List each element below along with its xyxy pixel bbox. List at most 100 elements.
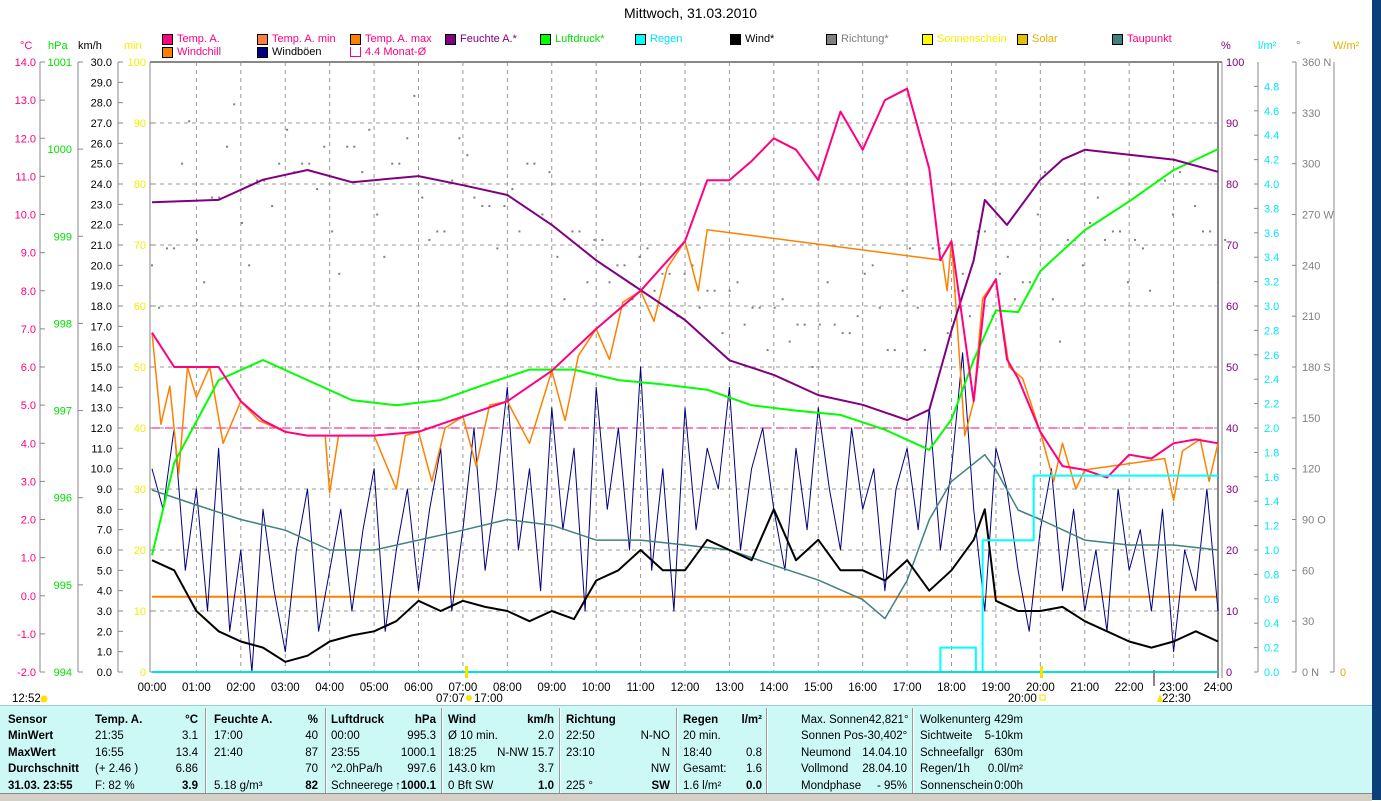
x-tick-label: 18:00 bbox=[937, 682, 966, 694]
stats-label: Vollmond bbox=[801, 763, 849, 776]
direction-point bbox=[218, 196, 221, 199]
legend-label: Sonnenschein bbox=[937, 33, 1007, 45]
humidity-tick-label: 0 bbox=[1226, 667, 1232, 679]
sunset-time: 20:00 bbox=[1008, 693, 1037, 705]
direction-point bbox=[391, 162, 394, 165]
wind-tick-label: 21.0 bbox=[91, 240, 112, 252]
direction-point bbox=[241, 221, 244, 224]
stats-label: 22:50 bbox=[566, 730, 595, 743]
wind-tick-label: 18.0 bbox=[91, 301, 112, 313]
rain-tick-label: 0.8 bbox=[1264, 569, 1279, 581]
direction-point bbox=[811, 366, 814, 368]
stats-label: 0 Bft SW bbox=[448, 779, 494, 792]
moonset-time: 12:52 bbox=[12, 693, 41, 705]
direction-point bbox=[316, 188, 319, 191]
direction-point bbox=[623, 264, 626, 267]
wind-tick-label: 7.0 bbox=[97, 525, 112, 537]
stats-label: Sensor bbox=[8, 714, 47, 726]
direction-point bbox=[331, 230, 334, 233]
stats-label: Regen bbox=[683, 714, 719, 726]
wind-tick-label: 22.0 bbox=[91, 220, 112, 232]
rain-tick-label: 1.2 bbox=[1264, 521, 1279, 533]
direction-point bbox=[736, 281, 739, 284]
direction-point bbox=[353, 145, 356, 148]
direction-point bbox=[256, 179, 259, 182]
direction-point bbox=[976, 230, 979, 233]
chart-title: Mittwoch, 31.03.2010 bbox=[623, 5, 758, 21]
legend-label: Wind* bbox=[745, 33, 775, 45]
wind-tick-label: 11.0 bbox=[91, 443, 112, 455]
stats-row: 1.6 l/m² 0.0 bbox=[683, 778, 762, 794]
legend-swatch-icon bbox=[922, 33, 933, 45]
sunrise2-time: 17:00 bbox=[474, 693, 503, 705]
pressure-tick-label: 996 bbox=[54, 493, 72, 505]
wind-tick-label: 30.0 bbox=[91, 57, 112, 69]
direction-point bbox=[788, 340, 791, 343]
direction-tick-label: 270 W bbox=[1302, 210, 1334, 222]
minutes-tick-label: 10 bbox=[134, 606, 146, 618]
x-tick-label: 23:00 bbox=[1159, 682, 1188, 694]
direction-point bbox=[443, 230, 446, 233]
stats-value: 13.4 bbox=[175, 746, 198, 759]
direction-point bbox=[728, 289, 731, 292]
stats-value: 0.8 bbox=[746, 746, 762, 759]
stats-row: Mondphase - 95% bbox=[801, 778, 907, 794]
rain-tick-label: 1.6 bbox=[1264, 472, 1279, 484]
minutes-tick-label: 70 bbox=[134, 240, 146, 252]
direction-point bbox=[616, 264, 619, 267]
direction-axis-unit: ° bbox=[1296, 40, 1300, 52]
stats-label: Schneefallgr bbox=[920, 746, 984, 759]
x-tick-label: 06:00 bbox=[404, 682, 433, 694]
direction-point bbox=[908, 247, 911, 250]
direction-point bbox=[571, 230, 574, 233]
stats-value: N-NO bbox=[640, 730, 670, 743]
stats-label: Max. Sonnen bbox=[801, 714, 869, 726]
humidity-tick-label: 20 bbox=[1226, 545, 1238, 557]
legend-item: Temp. A. bbox=[162, 33, 220, 45]
direction-point bbox=[361, 171, 364, 174]
stats-label: 18:25 bbox=[448, 746, 477, 759]
direction-point bbox=[226, 145, 229, 148]
direction-point bbox=[556, 255, 559, 258]
wind-tick-label: 28.0 bbox=[91, 98, 112, 110]
direction-point bbox=[766, 349, 769, 352]
direction-point bbox=[1043, 171, 1046, 174]
x-tick-label: 07:00 bbox=[449, 682, 478, 694]
temp-tick-label: 3.0 bbox=[21, 476, 36, 488]
x-tick-label: 17:00 bbox=[893, 682, 922, 694]
wind-tick-label: 25.0 bbox=[91, 159, 112, 171]
direction-tick-label: 180 S bbox=[1302, 362, 1331, 374]
pressure-axis-unit: hPa bbox=[48, 40, 68, 52]
stats-value: N bbox=[661, 746, 670, 759]
stats-label: MaxWert bbox=[8, 746, 56, 759]
wind-tick-label: 24.0 bbox=[91, 179, 112, 191]
direction-point bbox=[286, 128, 289, 131]
temp-tick-label: -2.0 bbox=[17, 667, 36, 679]
stats-row: 143.0 km 3.7 bbox=[448, 761, 554, 777]
direction-point bbox=[1149, 289, 1152, 292]
stats-column: Regen l/m² 20 min. 18:40 0.8 Gesamt: 1.6 1.6 l/… bbox=[683, 712, 762, 794]
direction-point bbox=[428, 238, 431, 241]
minutes-axis-unit: min bbox=[124, 40, 142, 52]
humidity-axis-unit: % bbox=[1221, 40, 1231, 52]
stats-row: Schneerege ↑1000.1 bbox=[331, 778, 436, 794]
direction-point bbox=[668, 272, 671, 275]
x-tick-label: 11:00 bbox=[627, 682, 655, 694]
column-divider bbox=[912, 708, 914, 794]
direction-point bbox=[541, 213, 544, 216]
stats-column: Richtung 22:50 N-NO 23:10 N NW 225 ° SW bbox=[566, 712, 670, 794]
rain-tick-label: 1.4 bbox=[1264, 496, 1279, 508]
stats-row: Gesamt: 1.6 bbox=[683, 761, 762, 777]
stats-row: 0 Bft SW 1.0 bbox=[448, 778, 554, 794]
minutes-tick-label: 0 bbox=[140, 667, 146, 679]
stats-row: 16:55 13.4 bbox=[95, 745, 198, 761]
humidity-tick-label: 80 bbox=[1226, 179, 1238, 191]
direction-point bbox=[803, 323, 806, 326]
direction-point bbox=[451, 179, 454, 182]
direction-point bbox=[946, 332, 949, 335]
direction-point bbox=[646, 247, 649, 250]
legend-item: Wind* bbox=[730, 33, 774, 45]
stats-row: Sonnenschein 0:00h bbox=[920, 778, 1023, 794]
column-divider bbox=[676, 708, 678, 794]
stats-label: MinWert bbox=[8, 730, 54, 743]
